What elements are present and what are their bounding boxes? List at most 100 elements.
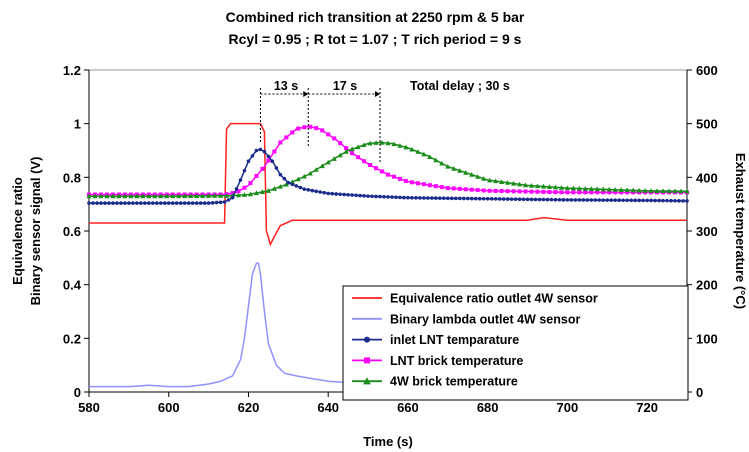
series-point-4w-brick-temperature	[271, 186, 277, 191]
legend-label-lnt-brick-temperature: LNT brick temperature	[390, 354, 523, 368]
series-point-inlet-lnt-temparature	[286, 180, 291, 185]
legend-marker-lnt-brick-temperature	[364, 357, 370, 364]
legend-items: Equivalence ratio outlet 4W sensor Binary…	[352, 292, 598, 389]
series-point-inlet-lnt-temparature	[553, 197, 558, 202]
series-point-inlet-lnt-temparature	[362, 194, 366, 198]
series-point-4w-brick-temperature	[391, 141, 397, 147]
series-point-lnt-brick-temperature	[284, 135, 289, 140]
series-point-4w-brick-temperature	[564, 185, 570, 191]
series-point-inlet-lnt-temparature	[278, 172, 283, 177]
annotation-total-delay: Total delay ; 30 s	[410, 79, 510, 93]
y-left-tick-label: 0	[74, 385, 81, 400]
series-point-lnt-brick-temperature	[415, 181, 420, 186]
series-point-4w-brick-temperature	[337, 152, 343, 158]
series-point-4w-brick-temperature	[630, 187, 636, 193]
delay-arrow-head	[303, 91, 309, 97]
series-point-inlet-lnt-temparature	[322, 190, 327, 195]
series-point-inlet-lnt-temparature	[581, 198, 586, 202]
series-point-4w-brick-temperature	[92, 193, 98, 199]
series-point-4w-brick-temperature	[636, 187, 642, 193]
series-point-inlet-lnt-temparature	[505, 197, 510, 201]
series-point-inlet-lnt-temparature	[202, 201, 207, 205]
series-point-inlet-lnt-temparature	[346, 192, 350, 197]
series-point-lnt-brick-temperature	[386, 172, 390, 177]
series-point-4w-brick-temperature	[534, 183, 541, 189]
series-point-lnt-brick-temperature	[391, 174, 396, 179]
series-point-4w-brick-temperature	[678, 188, 684, 194]
series-point-inlet-lnt-temparature	[178, 201, 183, 205]
series-point-inlet-lnt-temparature	[430, 196, 434, 200]
series-point-4w-brick-temperature	[481, 176, 487, 181]
y-right-tick-label: 400	[696, 170, 718, 185]
series-point-lnt-brick-temperature	[278, 140, 283, 145]
series-point-inlet-lnt-temparature	[406, 195, 410, 200]
series-point-4w-brick-temperature	[170, 193, 176, 199]
series-point-lnt-brick-temperature	[344, 146, 349, 151]
series-point-lnt-brick-temperature	[595, 190, 600, 195]
series-point-inlet-lnt-temparature	[182, 201, 187, 205]
series-point-inlet-lnt-temparature	[481, 196, 486, 201]
series-point-lnt-brick-temperature	[296, 126, 301, 131]
series-point-4w-brick-temperature	[86, 193, 92, 199]
series-point-4w-brick-temperature	[331, 156, 337, 161]
series-point-4w-brick-temperature	[182, 193, 188, 199]
series-point-lnt-brick-temperature	[302, 125, 307, 130]
series-point-inlet-lnt-temparature	[517, 197, 522, 202]
series-point-4w-brick-temperature	[206, 193, 212, 198]
series-point-4w-brick-temperature	[612, 187, 618, 192]
series-point-inlet-lnt-temparature	[422, 196, 426, 200]
series-point-4w-brick-temperature	[469, 172, 475, 177]
series-point-inlet-lnt-temparature	[589, 198, 594, 202]
series-point-lnt-brick-temperature	[374, 166, 379, 171]
series-point-4w-brick-temperature	[367, 140, 373, 146]
series-point-inlet-lnt-temparature	[545, 197, 550, 202]
series-point-inlet-lnt-temparature	[657, 198, 661, 203]
series-point-inlet-lnt-temparature	[230, 195, 235, 200]
series-point-4w-brick-temperature	[421, 151, 427, 157]
series-point-inlet-lnt-temparature	[258, 147, 263, 152]
series-point-inlet-lnt-temparature	[318, 190, 323, 194]
series-point-lnt-brick-temperature	[254, 173, 259, 178]
series-point-4w-brick-temperature	[451, 166, 457, 171]
series-point-lnt-brick-temperature	[397, 176, 402, 181]
series-point-4w-brick-temperature	[600, 186, 606, 192]
series-point-4w-brick-temperature	[475, 174, 481, 179]
series-point-4w-brick-temperature	[510, 180, 517, 186]
series-point-4w-brick-temperature	[576, 185, 582, 191]
series-point-4w-brick-temperature	[493, 178, 499, 184]
series-point-inlet-lnt-temparature	[326, 191, 331, 196]
series-point-inlet-lnt-temparature	[262, 149, 267, 154]
series-point-lnt-brick-temperature	[565, 190, 570, 195]
series-point-inlet-lnt-temparature	[641, 198, 645, 203]
annotation-17s: 17 s	[333, 79, 357, 93]
series-point-inlet-lnt-temparature	[541, 197, 546, 202]
series-point-inlet-lnt-temparature	[310, 188, 315, 193]
series-point-4w-brick-temperature	[582, 186, 588, 191]
series-point-lnt-brick-temperature	[380, 169, 385, 174]
series-point-inlet-lnt-temparature	[366, 194, 370, 198]
series-point-lnt-brick-temperature	[266, 158, 271, 163]
series-point-inlet-lnt-temparature	[170, 201, 175, 205]
series-point-inlet-lnt-temparature	[294, 184, 299, 188]
series-point-lnt-brick-temperature	[625, 190, 630, 195]
series-point-4w-brick-temperature	[241, 192, 248, 197]
series-point-lnt-brick-temperature	[463, 187, 468, 192]
series-point-lnt-brick-temperature	[547, 189, 552, 194]
x-tick-label: 720	[636, 400, 658, 415]
series-point-inlet-lnt-temparature	[489, 197, 494, 201]
series-point-lnt-brick-temperature	[338, 141, 343, 146]
series-point-inlet-lnt-temparature	[557, 197, 562, 202]
series-point-inlet-lnt-temparature	[446, 196, 450, 201]
series-point-lnt-brick-temperature	[403, 178, 408, 183]
series-point-inlet-lnt-temparature	[569, 198, 574, 202]
series-point-4w-brick-temperature	[140, 193, 146, 199]
series-point-inlet-lnt-temparature	[99, 201, 103, 205]
series-point-inlet-lnt-temparature	[418, 196, 422, 200]
series-point-inlet-lnt-temparature	[625, 198, 629, 203]
series-point-inlet-lnt-temparature	[214, 200, 219, 205]
series-point-4w-brick-temperature	[528, 183, 535, 188]
series-point-inlet-lnt-temparature	[521, 197, 526, 202]
series-point-inlet-lnt-temparature	[469, 196, 474, 201]
series-point-4w-brick-temperature	[558, 185, 565, 190]
series-point-inlet-lnt-temparature	[601, 198, 606, 202]
